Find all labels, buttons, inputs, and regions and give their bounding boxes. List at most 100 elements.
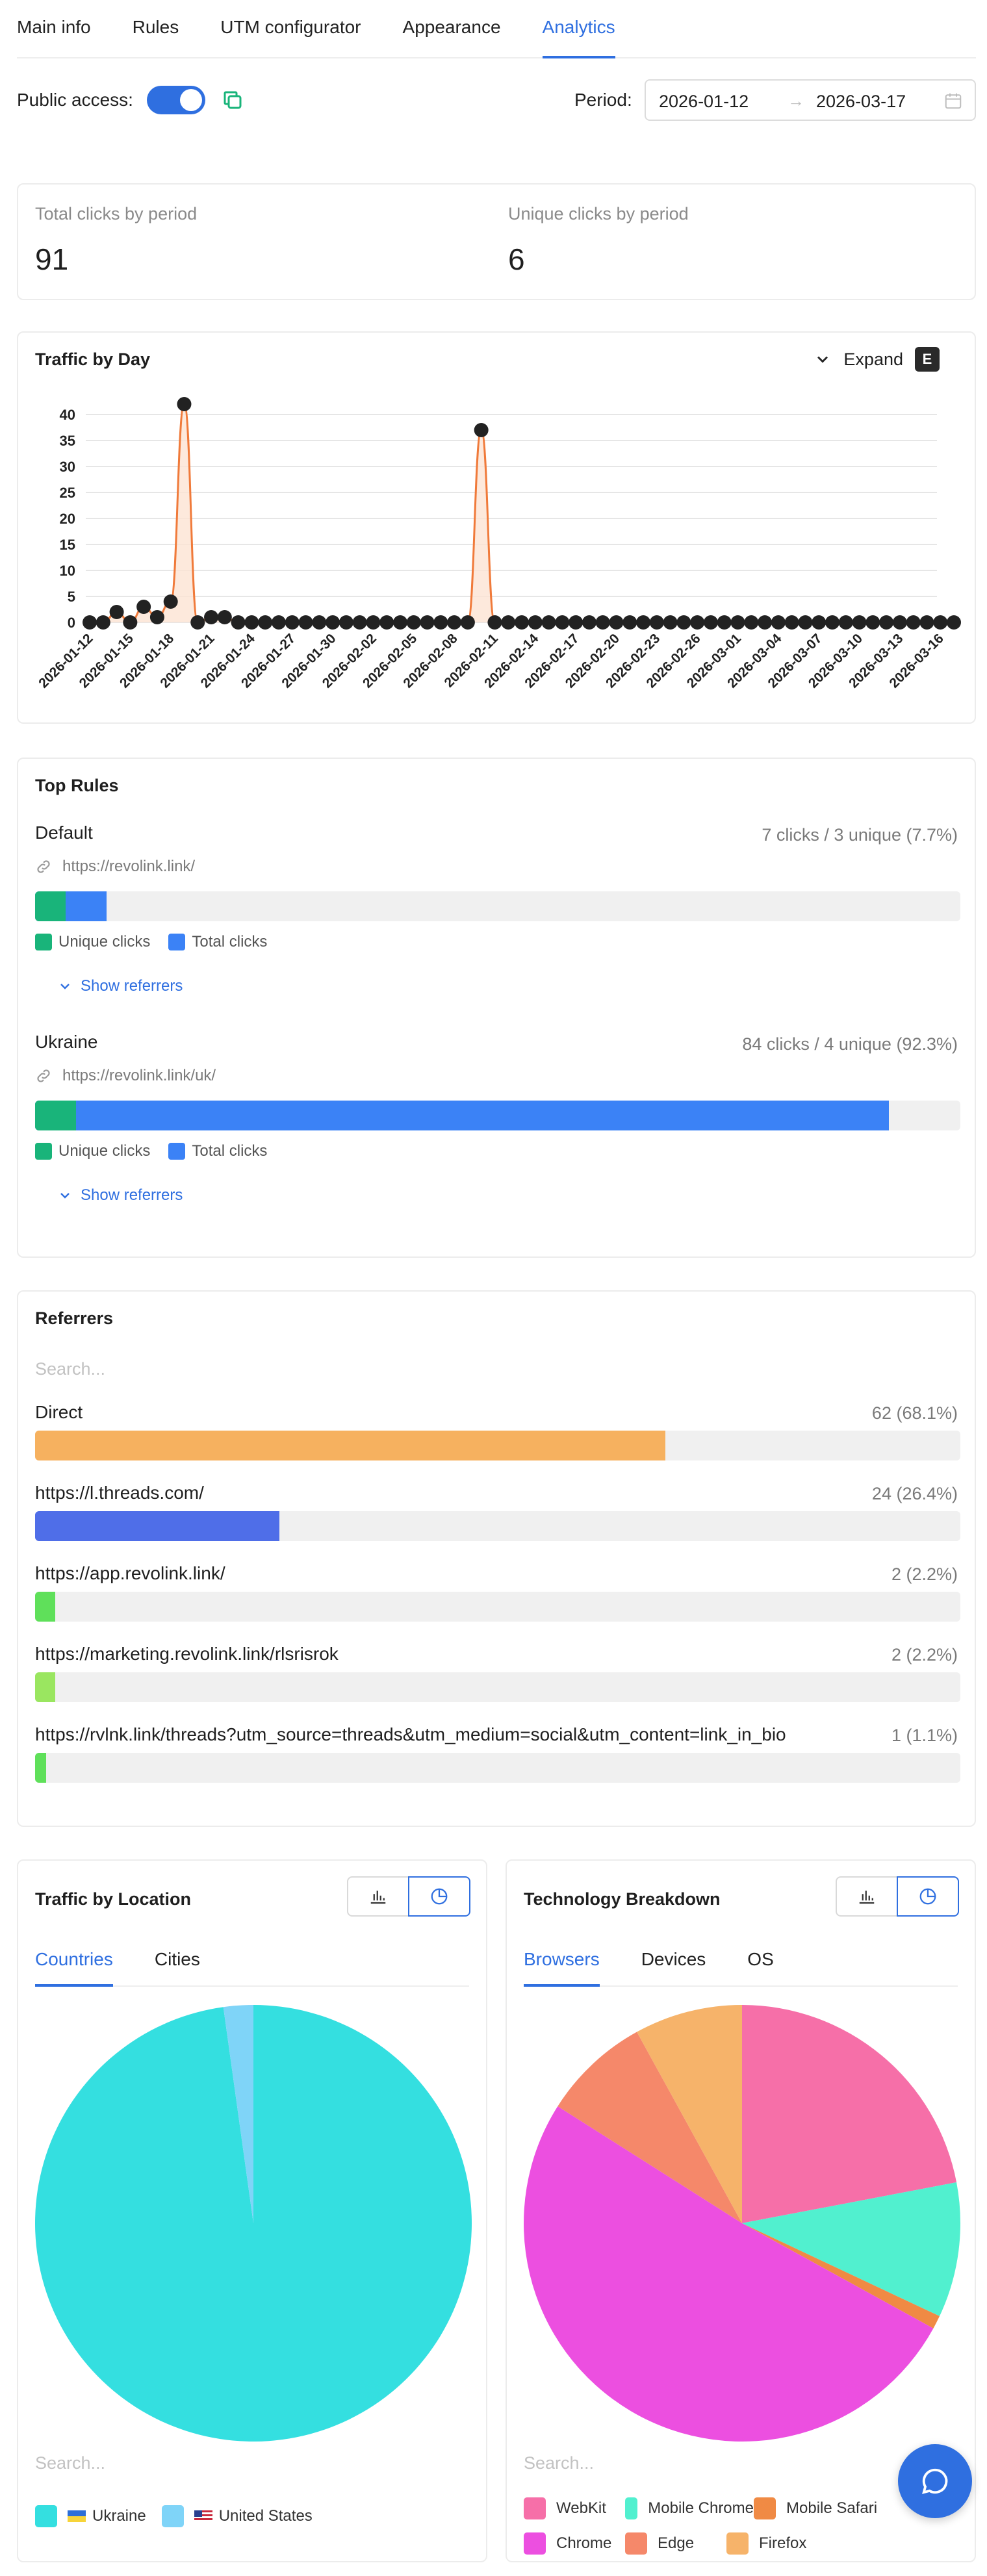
- traffic-point[interactable]: [149, 610, 164, 624]
- traffic-point[interactable]: [730, 615, 745, 630]
- show-referrers-label[interactable]: Show referrers: [81, 1186, 183, 1204]
- traffic-point[interactable]: [622, 615, 637, 630]
- rule-url-text[interactable]: https://revolink.link/uk/: [62, 1067, 216, 1084]
- traffic-point[interactable]: [649, 615, 664, 630]
- traffic-point[interactable]: [109, 605, 124, 619]
- tab-rules[interactable]: Rules: [132, 17, 179, 37]
- pie-view-button[interactable]: [408, 1876, 470, 1917]
- tab-countries[interactable]: Countries: [35, 1946, 113, 1987]
- period-start-date[interactable]: 2026-01-12: [659, 92, 749, 111]
- bar-view-button[interactable]: [836, 1876, 897, 1917]
- traffic-point[interactable]: [136, 600, 151, 614]
- traffic-point[interactable]: [487, 615, 502, 630]
- traffic-point[interactable]: [312, 615, 327, 630]
- technology-search-input[interactable]: Search...: [524, 2453, 595, 2473]
- traffic-point[interactable]: [528, 615, 543, 630]
- legend-item[interactable]: Mobile Safari: [754, 2491, 897, 2526]
- traffic-point[interactable]: [501, 615, 516, 630]
- traffic-point[interactable]: [433, 615, 448, 630]
- traffic-point[interactable]: [217, 610, 232, 624]
- traffic-point[interactable]: [420, 615, 435, 630]
- traffic-point[interactable]: [285, 615, 300, 630]
- traffic-point[interactable]: [744, 615, 759, 630]
- period-end-date[interactable]: 2026-03-17: [816, 92, 906, 111]
- period-range-picker[interactable]: 2026-01-12 → 2026-03-17: [645, 79, 976, 121]
- pie-view-button[interactable]: [897, 1876, 959, 1917]
- copy-icon[interactable]: [221, 88, 244, 112]
- traffic-point[interactable]: [569, 615, 583, 630]
- traffic-point[interactable]: [352, 615, 367, 630]
- pie-slice[interactable]: [524, 2106, 934, 2442]
- traffic-point[interactable]: [177, 397, 192, 411]
- traffic-point[interactable]: [582, 615, 596, 630]
- legend-item[interactable]: Chrome: [524, 2526, 625, 2561]
- show-referrers-button[interactable]: Show referrers: [57, 1186, 183, 1205]
- pie-slice[interactable]: [223, 2005, 253, 2223]
- traffic-point[interactable]: [636, 615, 651, 630]
- legend-item-ukraine[interactable]: Ukraine: [35, 2499, 146, 2534]
- tab-appearance[interactable]: Appearance: [402, 17, 501, 37]
- traffic-point[interactable]: [947, 615, 961, 630]
- traffic-point[interactable]: [460, 615, 475, 630]
- legend-item[interactable]: Mobile Chrome: [625, 2491, 754, 2526]
- legend-item[interactable]: Firefox: [726, 2526, 828, 2561]
- traffic-point[interactable]: [83, 615, 97, 630]
- traffic-point[interactable]: [447, 615, 462, 630]
- traffic-point[interactable]: [366, 615, 381, 630]
- show-referrers-button[interactable]: Show referrers: [57, 977, 183, 995]
- traffic-point[interactable]: [798, 615, 813, 630]
- traffic-point[interactable]: [717, 615, 732, 630]
- traffic-point[interactable]: [609, 615, 624, 630]
- traffic-point[interactable]: [865, 615, 880, 630]
- referrers-search-input[interactable]: Search...: [35, 1359, 106, 1379]
- rule-url[interactable]: https://revolink.link/: [35, 858, 195, 876]
- tab-cities[interactable]: Cities: [154, 1949, 200, 1969]
- location-search-input[interactable]: Search...: [35, 2453, 106, 2473]
- traffic-point[interactable]: [541, 615, 556, 630]
- traffic-point[interactable]: [771, 615, 786, 630]
- traffic-point[interactable]: [879, 615, 894, 630]
- traffic-point[interactable]: [852, 615, 867, 630]
- traffic-point[interactable]: [258, 615, 273, 630]
- traffic-point[interactable]: [838, 615, 853, 630]
- pie-slice[interactable]: [742, 2005, 957, 2223]
- pie-slice[interactable]: [742, 2223, 940, 2328]
- traffic-point[interactable]: [96, 615, 110, 630]
- traffic-point[interactable]: [190, 615, 205, 630]
- show-referrers-label[interactable]: Show referrers: [81, 977, 183, 995]
- traffic-point[interactable]: [406, 615, 421, 630]
- tab-main-info[interactable]: Main info: [17, 17, 91, 37]
- traffic-point[interactable]: [784, 615, 799, 630]
- bar-view-button[interactable]: [347, 1876, 408, 1917]
- traffic-point[interactable]: [244, 615, 259, 630]
- traffic-point[interactable]: [515, 615, 529, 630]
- tab-browsers[interactable]: Browsers: [524, 1946, 600, 1987]
- traffic-point[interactable]: [758, 615, 773, 630]
- legend-item-united-states[interactable]: United States: [161, 2499, 313, 2534]
- traffic-point[interactable]: [690, 615, 705, 630]
- traffic-point[interactable]: [204, 610, 219, 624]
- pie-slice[interactable]: [742, 2182, 960, 2317]
- traffic-point[interactable]: [339, 615, 353, 630]
- traffic-point[interactable]: [555, 615, 570, 630]
- traffic-point[interactable]: [231, 615, 246, 630]
- traffic-point[interactable]: [676, 615, 691, 630]
- rule-url[interactable]: https://revolink.link/uk/: [35, 1067, 216, 1085]
- expand-button[interactable]: Expand E: [814, 347, 940, 372]
- pie-slice[interactable]: [637, 2005, 742, 2223]
- traffic-point[interactable]: [812, 615, 827, 630]
- tab-os[interactable]: OS: [747, 1949, 774, 1969]
- traffic-point[interactable]: [123, 615, 138, 630]
- traffic-point[interactable]: [392, 615, 407, 630]
- traffic-point[interactable]: [474, 423, 489, 437]
- pie-slice[interactable]: [558, 2032, 742, 2223]
- traffic-point[interactable]: [271, 615, 286, 630]
- chat-support-button[interactable]: [898, 2444, 972, 2518]
- tab-analytics[interactable]: Analytics: [542, 17, 615, 58]
- traffic-point[interactable]: [906, 615, 921, 630]
- traffic-point[interactable]: [892, 615, 907, 630]
- traffic-point[interactable]: [919, 615, 934, 630]
- traffic-point[interactable]: [663, 615, 678, 630]
- traffic-point[interactable]: [933, 615, 948, 630]
- traffic-point[interactable]: [298, 615, 313, 630]
